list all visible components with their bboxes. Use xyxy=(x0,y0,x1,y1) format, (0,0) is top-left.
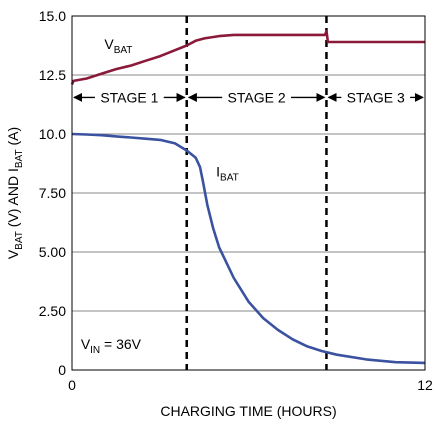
axes: 0 2.50 5.00 7.50 10.0 12.5 15.0 0 12 xyxy=(39,8,433,393)
stage-label: STAGE 1 xyxy=(100,89,158,105)
vin-annotation: VIN = 36V xyxy=(81,336,142,356)
stage-label: STAGE 3 xyxy=(347,89,405,105)
series-lines xyxy=(70,30,426,365)
series-line-bat xyxy=(71,132,426,365)
stage-label: STAGE 2 xyxy=(228,89,286,105)
y-tick-label: 15.0 xyxy=(39,8,66,24)
y-tick-label: 7.50 xyxy=(39,185,66,201)
series-label: VBAT xyxy=(104,36,132,56)
series-line-bat xyxy=(70,30,425,85)
x-axis-label: CHARGING TIME (HOURS) xyxy=(160,403,336,419)
y-tick-label: 0 xyxy=(58,362,66,378)
y-tick-label: 5.00 xyxy=(39,244,66,260)
series-label: IBAT xyxy=(216,163,239,183)
y-tick-label: 10.0 xyxy=(39,126,66,142)
y-tick-label: 12.5 xyxy=(39,67,66,83)
y-tick-label: 2.50 xyxy=(39,303,66,319)
x-tick-label: 0 xyxy=(68,377,76,393)
y-axis-label: VBAT (V) AND IBAT (A) xyxy=(5,127,25,259)
stage-arrows: STAGE 1 STAGE 2 STAGE 3 xyxy=(73,89,424,105)
labels: VBAT IBAT VIN = 36V CHARGING TIME (HOURS) VB… xyxy=(5,36,337,419)
plot-frame xyxy=(71,15,426,371)
x-tick-label: 12 xyxy=(417,377,433,393)
stage-dividers xyxy=(185,16,328,370)
grid-lines xyxy=(72,15,425,312)
